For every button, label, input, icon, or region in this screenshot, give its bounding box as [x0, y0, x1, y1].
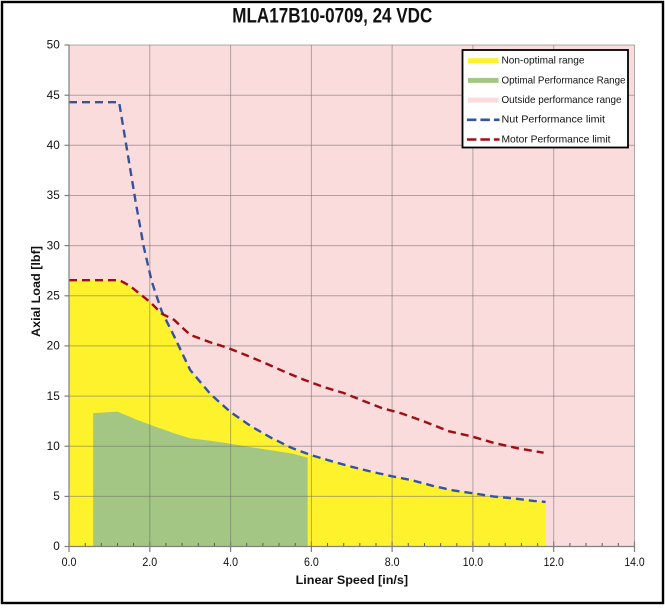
svg-text:Nut Performance limit: Nut Performance limit [502, 114, 606, 126]
svg-text:2.0: 2.0 [142, 555, 157, 569]
svg-text:Linear Speed [in/s]: Linear Speed [in/s] [296, 573, 409, 587]
svg-text:40: 40 [47, 138, 61, 152]
svg-text:12.0: 12.0 [544, 555, 565, 569]
svg-text:14.0: 14.0 [624, 555, 645, 569]
svg-text:20: 20 [47, 339, 61, 353]
svg-text:0.0: 0.0 [62, 555, 77, 569]
svg-text:45: 45 [47, 88, 61, 102]
svg-text:Optimal Performance Range: Optimal Performance Range [502, 74, 626, 86]
svg-text:Axial Load [lbf]: Axial Load [lbf] [29, 246, 43, 337]
svg-text:0: 0 [53, 539, 60, 553]
svg-text:MLA17B10-0709, 24 VDC: MLA17B10-0709, 24 VDC [232, 4, 432, 28]
svg-text:30: 30 [47, 238, 61, 252]
svg-text:50: 50 [47, 38, 61, 52]
svg-text:8.0: 8.0 [385, 555, 400, 569]
svg-text:35: 35 [47, 188, 61, 202]
svg-text:10.0: 10.0 [463, 555, 484, 569]
svg-text:Motor Performance limit: Motor Performance limit [502, 133, 611, 145]
svg-text:Non-optimal range: Non-optimal range [502, 55, 585, 67]
svg-text:15: 15 [47, 389, 61, 403]
svg-text:5: 5 [53, 489, 60, 503]
svg-text:10: 10 [47, 439, 61, 453]
svg-text:Outside performance range: Outside performance range [502, 94, 622, 106]
svg-text:4.0: 4.0 [223, 555, 238, 569]
svg-text:25: 25 [47, 289, 61, 303]
svg-text:6.0: 6.0 [304, 555, 319, 569]
